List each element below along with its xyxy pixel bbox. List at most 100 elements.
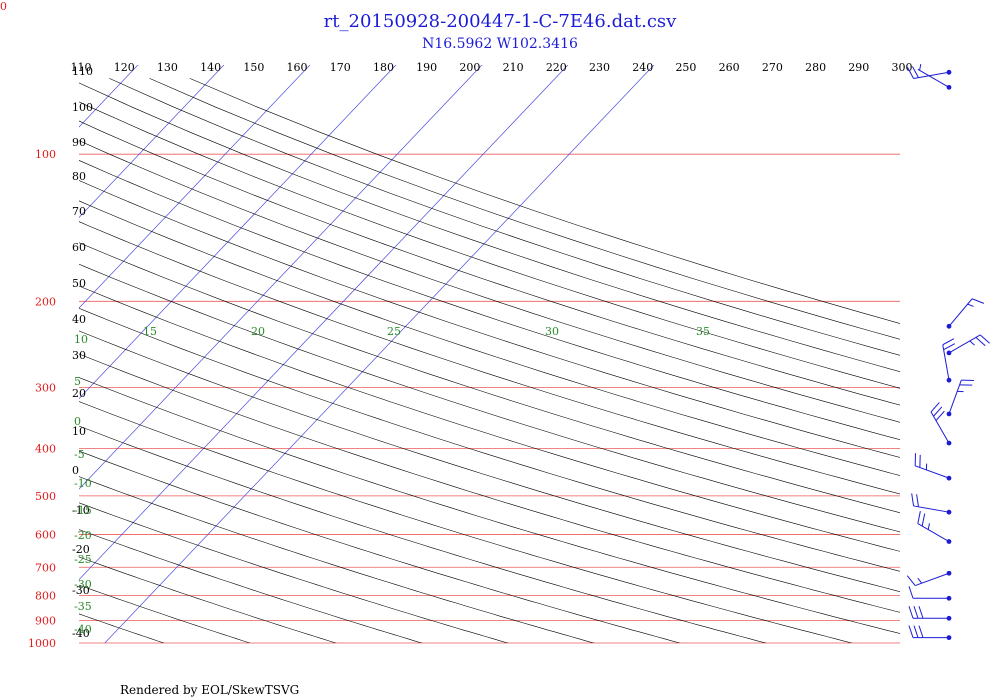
dry-adiabat-left-label: 30	[72, 349, 86, 362]
dry-adiabat-line	[79, 425, 767, 643]
dry-adiabat-top-label: 200	[459, 61, 480, 74]
pressure-tick-label: 100	[35, 148, 56, 161]
isotherm-line	[79, 65, 311, 309]
dry-adiabat-left-label: 100	[72, 101, 93, 114]
wind-barb	[908, 625, 952, 641]
dry-adiabat-line	[79, 200, 900, 476]
wind-barb-flag	[912, 66, 919, 78]
wind-barb-station	[946, 539, 952, 544]
wind-barb-staff	[915, 572, 950, 587]
wind-barb-station	[946, 570, 952, 576]
wind-barb-flag	[921, 513, 926, 527]
wind-barb-station	[946, 377, 952, 383]
dry-adiabat-line	[109, 78, 900, 356]
dry-adiabat-line	[79, 377, 900, 634]
moist-adiabat-left-label: -35	[74, 600, 92, 613]
dry-adiabat-line	[79, 584, 251, 643]
wind-barb-half-flag	[917, 577, 923, 584]
moist-adiabat-top-label: 35	[696, 325, 710, 338]
isotherm-line	[79, 65, 569, 581]
wind-barb-staff	[948, 298, 973, 327]
isotherm-line	[79, 65, 483, 490]
wind-barb-staff	[915, 465, 950, 479]
dry-adiabat-left-label: 70	[72, 205, 86, 218]
wind-barb-flag	[916, 494, 919, 507]
wind-barb-staff	[930, 411, 950, 444]
moist-adiabat-top-label: 30	[545, 325, 559, 338]
wind-barb	[907, 66, 952, 80]
wind-barb	[906, 570, 952, 587]
moist-adiabat-top-label: 25	[387, 325, 401, 338]
moist-adiabat-left-label: 10	[74, 333, 88, 346]
wind-barb-station	[946, 84, 952, 90]
dry-adiabat-top-label: 150	[243, 61, 264, 74]
wind-barb-half-flag	[927, 523, 930, 530]
moist-adiabat-left-label: -30	[74, 578, 92, 591]
wind-barb-flag	[917, 511, 921, 524]
wind-barb	[917, 511, 952, 544]
dry-adiabat-line	[79, 401, 853, 643]
wind-barb-flag	[979, 334, 990, 344]
wind-barb-station	[946, 440, 952, 446]
dry-adiabat-top-label: 280	[805, 61, 826, 74]
wind-barb-station	[946, 509, 952, 515]
wind-barb	[946, 379, 974, 417]
pressure-tick-label: 1000	[28, 637, 56, 650]
dry-adiabat-line	[79, 330, 900, 592]
dry-adiabat-line	[79, 502, 509, 643]
dry-adiabat-top-label: 270	[762, 61, 783, 74]
isotherms-layer	[0, 0, 655, 643]
moist-adiabat-left-label: -20	[74, 529, 92, 542]
wind-barb-station	[946, 411, 952, 417]
dry-adiabat-top-label: 130	[157, 61, 178, 74]
dry-adiabat-left-label: 40	[72, 313, 86, 326]
axis-labels-layer: 1002003004005006007008009001000-100-90-8…	[28, 61, 913, 650]
wind-barb-station	[946, 615, 952, 621]
wind-barb-flag	[908, 606, 914, 619]
wind-barb-flag	[908, 625, 914, 638]
dry-adiabat-line	[79, 140, 900, 423]
wind-barb-station	[946, 635, 952, 641]
wind-barb-flag	[906, 575, 916, 586]
dry-adiabat-line	[79, 120, 900, 406]
isotherm-line	[0, 0, 66, 643]
isotherm-line	[104, 65, 655, 643]
wind-barb-flag	[918, 625, 924, 638]
dry-adiabat-left-label: -40	[72, 627, 90, 640]
wind-barb-flag	[913, 606, 919, 619]
wind-barb-station	[946, 475, 952, 481]
wind-barb-flag	[943, 343, 955, 351]
dry-adiabat-left-label: 50	[72, 277, 86, 290]
dry-adiabat-line	[0, 78, 21, 653]
dry-adiabat-line	[79, 160, 900, 441]
dry-adiabat-left-label: 60	[72, 241, 86, 254]
dry-adiabat-top-label: 300	[892, 61, 913, 74]
pressure-tick-label: 500	[35, 490, 56, 503]
moist-adiabat-left-label: -15	[74, 504, 92, 517]
moist-adiabat-left-label: -5	[74, 448, 85, 461]
pressure-tick-label: 200	[35, 295, 56, 308]
dry-adiabat-top-label: 140	[200, 61, 221, 74]
dry-adiabat-top-label: 250	[675, 61, 696, 74]
dry-adiabat-line	[79, 529, 423, 643]
dry-adiabat-line	[79, 221, 900, 495]
pressure-tick-label: 800	[35, 590, 56, 603]
dry-adiabat-top-label: 260	[719, 61, 740, 74]
wind-barb-flag	[975, 337, 986, 347]
dry-adiabat-left-label: 90	[72, 136, 86, 149]
dry-adiabat-line	[79, 556, 337, 643]
dry-adiabat-line	[79, 263, 900, 533]
chart-subtitle: N16.5962 W102.3416	[422, 36, 578, 52]
wind-barb-station	[946, 69, 952, 75]
wind-barb-flag	[913, 625, 919, 638]
dry-adiabat-top-label: 290	[848, 61, 869, 74]
dry-adiabats-layer	[0, 78, 900, 653]
wind-barb	[946, 334, 990, 356]
wind-barb-half-flag	[969, 340, 975, 346]
pressure-tick-label: 300	[35, 381, 56, 394]
dry-adiabat-left-label: 110	[72, 65, 93, 78]
isotherm-line	[79, 65, 139, 128]
wind-barb-flag	[908, 586, 914, 599]
dry-adiabat-line	[79, 307, 900, 572]
dry-adiabat-line	[79, 180, 900, 458]
